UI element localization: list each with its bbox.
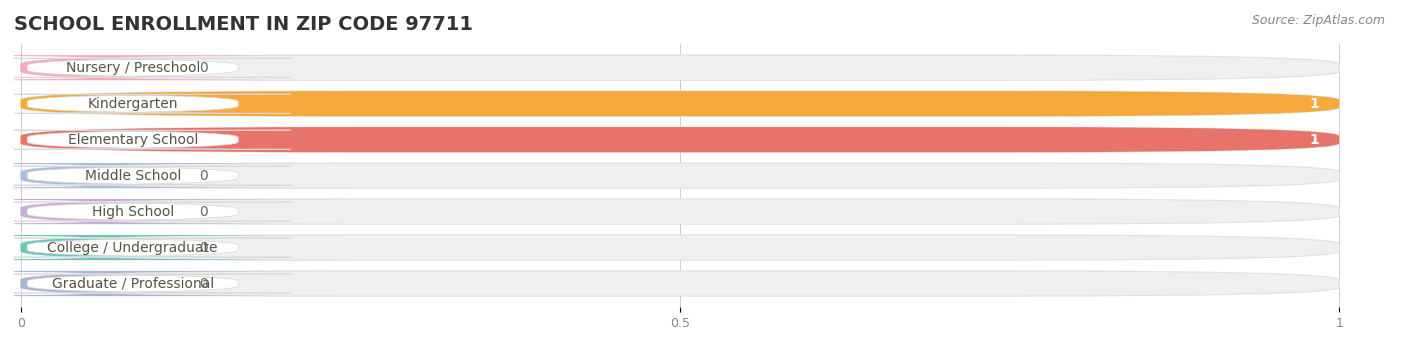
Text: Kindergarten: Kindergarten bbox=[87, 97, 179, 111]
FancyBboxPatch shape bbox=[21, 163, 1339, 188]
Text: 1: 1 bbox=[1309, 97, 1319, 111]
FancyBboxPatch shape bbox=[0, 199, 350, 224]
FancyBboxPatch shape bbox=[21, 91, 1339, 116]
FancyBboxPatch shape bbox=[21, 199, 1339, 224]
FancyBboxPatch shape bbox=[0, 166, 291, 185]
FancyBboxPatch shape bbox=[21, 127, 1339, 152]
FancyBboxPatch shape bbox=[0, 271, 350, 296]
Text: SCHOOL ENROLLMENT IN ZIP CODE 97711: SCHOOL ENROLLMENT IN ZIP CODE 97711 bbox=[14, 15, 472, 34]
Text: Middle School: Middle School bbox=[84, 168, 181, 183]
FancyBboxPatch shape bbox=[21, 235, 1339, 260]
FancyBboxPatch shape bbox=[0, 235, 350, 260]
Text: 0: 0 bbox=[198, 205, 208, 219]
Text: 0: 0 bbox=[198, 240, 208, 254]
Text: High School: High School bbox=[91, 205, 174, 219]
Text: Graduate / Professional: Graduate / Professional bbox=[52, 277, 214, 291]
Text: 0: 0 bbox=[198, 168, 208, 183]
FancyBboxPatch shape bbox=[0, 163, 350, 188]
FancyBboxPatch shape bbox=[21, 91, 1339, 116]
FancyBboxPatch shape bbox=[0, 274, 291, 293]
FancyBboxPatch shape bbox=[0, 130, 291, 149]
FancyBboxPatch shape bbox=[21, 127, 1339, 152]
FancyBboxPatch shape bbox=[0, 58, 291, 77]
FancyBboxPatch shape bbox=[0, 55, 350, 80]
Text: College / Undergraduate: College / Undergraduate bbox=[48, 240, 218, 254]
FancyBboxPatch shape bbox=[0, 238, 291, 257]
FancyBboxPatch shape bbox=[21, 55, 1339, 80]
FancyBboxPatch shape bbox=[0, 202, 291, 221]
Text: 0: 0 bbox=[198, 277, 208, 291]
FancyBboxPatch shape bbox=[21, 271, 1339, 296]
Text: Nursery / Preschool: Nursery / Preschool bbox=[66, 61, 200, 75]
Text: 1: 1 bbox=[1309, 133, 1319, 147]
FancyBboxPatch shape bbox=[0, 94, 291, 113]
Text: Source: ZipAtlas.com: Source: ZipAtlas.com bbox=[1251, 14, 1385, 27]
Text: Elementary School: Elementary School bbox=[67, 133, 198, 147]
Text: 0: 0 bbox=[198, 61, 208, 75]
